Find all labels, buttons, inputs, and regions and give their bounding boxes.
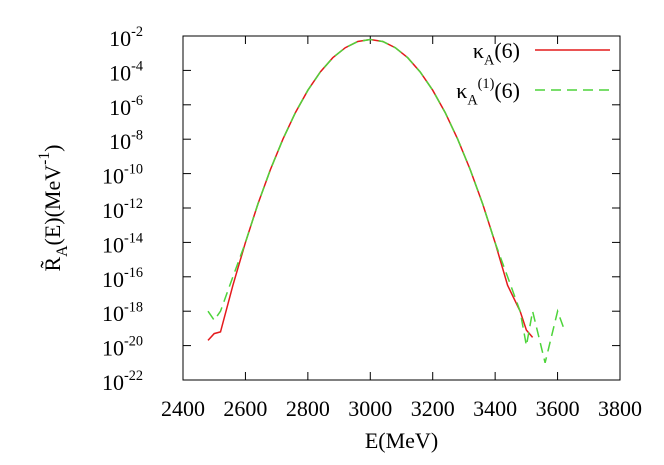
y-axis-label-part: R̃ <box>40 256 65 271</box>
y-tick-label: 10-14 <box>102 231 143 258</box>
legend-label-part: A <box>484 53 495 69</box>
y-tick-label: 10-20 <box>102 334 143 361</box>
x-tick-label: 3200 <box>411 396 455 421</box>
y-tick-label-part: -4 <box>131 59 143 75</box>
y-tick-label-part: -8 <box>131 127 143 143</box>
y-tick-label-part: -10 <box>124 162 143 178</box>
legend-label-part: κ <box>456 78 467 103</box>
y-tick-label: 10-8 <box>109 127 143 154</box>
y-tick-label: 10-2 <box>109 24 143 51</box>
x-tick-label: 3400 <box>473 396 517 421</box>
y-axis-label: R̃A(E)(MeV-1) <box>36 145 71 272</box>
y-tick-label: 10-6 <box>109 93 143 120</box>
y-tick-label-part: -12 <box>124 196 143 212</box>
y-tick-label-part: -20 <box>124 334 143 350</box>
x-tick-label: 2600 <box>223 396 267 421</box>
y-tick-label-part: 10 <box>102 301 124 326</box>
y-tick-label-part: -6 <box>131 93 143 109</box>
y-axis-label-part: (E)(MeV <box>40 165 65 246</box>
series-line <box>207 38 565 363</box>
y-tick-label-part: 10 <box>102 267 124 292</box>
legend-label-part: κ <box>473 38 484 63</box>
y-tick-label-part: -16 <box>124 265 143 281</box>
y-tick-label-part: -22 <box>124 368 143 384</box>
y-tick-label-part: -14 <box>124 231 143 247</box>
legend-label-part: (6) <box>494 38 520 63</box>
x-axis-label: E(MeV) <box>365 428 438 453</box>
y-tick-label-part: 10 <box>102 370 124 395</box>
y-tick-label-part: 10 <box>109 60 131 85</box>
y-tick-label: 10-22 <box>102 368 143 395</box>
y-tick-label-part: 10 <box>109 129 131 154</box>
y-tick-label-part: 10 <box>102 336 124 361</box>
legend-label-part: (1) <box>478 76 495 92</box>
legend-label: κA(6) <box>473 38 520 69</box>
y-tick-label-part: 10 <box>102 232 124 257</box>
y-tick-label-part: 10 <box>102 164 124 189</box>
y-tick-label-part: -2 <box>131 24 143 40</box>
y-tick-label-part: -18 <box>124 299 143 315</box>
y-axis-label-part: A <box>54 245 71 257</box>
x-tick-label: 2800 <box>286 396 330 421</box>
y-tick-label: 10-4 <box>109 59 143 86</box>
plot-frame <box>182 35 621 381</box>
x-tick-label: 2400 <box>161 396 205 421</box>
x-tick-label: 3000 <box>348 396 392 421</box>
y-tick-label-part: 10 <box>109 26 131 51</box>
y-tick-label: 10-16 <box>102 265 143 292</box>
y-tick-label-part: 10 <box>102 198 124 223</box>
y-axis-label-part: ) <box>40 145 65 152</box>
x-tick-label: 3800 <box>598 396 642 421</box>
y-tick-label: 10-10 <box>102 162 143 189</box>
x-tick-label: 3600 <box>536 396 580 421</box>
legend-label-part: A <box>467 93 478 109</box>
y-tick-label: 10-12 <box>102 196 143 223</box>
y-tick-label-part: 10 <box>109 95 131 120</box>
y-axis-label-part: -1 <box>36 152 53 165</box>
legend-label-part: (6) <box>494 78 520 103</box>
y-tick-label: 10-18 <box>102 299 143 326</box>
legend-label: κA(1)(6) <box>456 76 520 109</box>
